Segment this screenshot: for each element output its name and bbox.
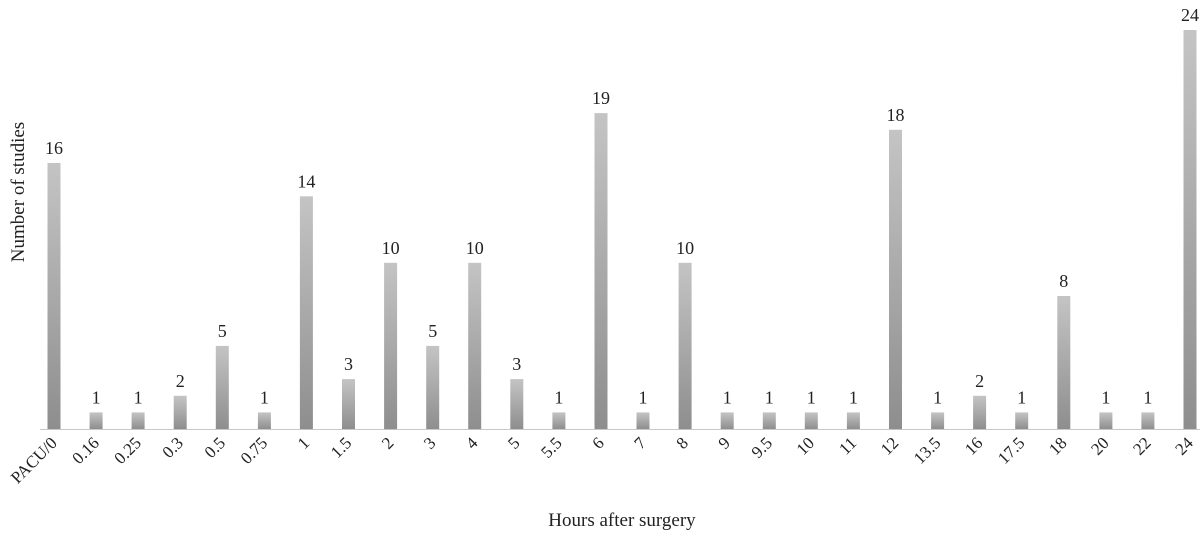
data-label: 1 [92, 387, 101, 407]
x-tick-label: 8 [672, 433, 691, 452]
bar [215, 345, 229, 429]
x-tick-label: 7 [630, 433, 650, 453]
data-label: 10 [382, 238, 400, 258]
data-label: 16 [45, 138, 63, 158]
x-tick-label: 0.25 [110, 433, 144, 467]
x-axis-label: Hours after surgery [548, 510, 696, 531]
x-tick-label: 9.5 [748, 433, 776, 461]
x-tick-label: 5.5 [537, 433, 565, 461]
x-tick-label: 17.5 [994, 433, 1028, 467]
bar [426, 345, 440, 429]
bar [973, 395, 987, 430]
bar [384, 262, 398, 430]
data-label: 1 [849, 387, 858, 407]
x-tick-label: 1.5 [327, 433, 355, 461]
data-label: 24 [1181, 5, 1199, 25]
x-tick-label: 24 [1171, 433, 1197, 459]
data-label: 3 [512, 354, 521, 374]
bar [510, 379, 524, 429]
data-label: 10 [466, 238, 484, 258]
bar [1099, 412, 1113, 429]
data-label: 5 [428, 321, 437, 341]
data-label: 14 [297, 171, 315, 191]
data-label: 5 [218, 321, 227, 341]
data-label: 1 [765, 387, 774, 407]
x-tick-label: 16 [961, 433, 986, 458]
data-label: 1 [807, 387, 816, 407]
bar [468, 262, 482, 430]
bar [720, 412, 734, 429]
x-tick-label: 5 [504, 433, 523, 452]
data-label: 1 [1143, 387, 1152, 407]
x-tick-label: 22 [1129, 433, 1154, 458]
x-tick-label: 2 [378, 433, 397, 452]
bar [1015, 412, 1029, 429]
bar [131, 412, 145, 429]
data-label: 1 [260, 387, 269, 407]
data-label: 2 [975, 371, 984, 391]
bar [804, 412, 818, 429]
x-tick-label: 4 [462, 433, 482, 453]
x-tick-label: 10 [793, 433, 818, 458]
data-label: 19 [592, 88, 610, 108]
x-tick-label: 6 [588, 433, 607, 452]
x-tick-label: 3 [420, 433, 439, 452]
bar [762, 412, 776, 429]
data-label: 1 [723, 387, 732, 407]
data-label: 1 [134, 387, 143, 407]
bar [173, 395, 187, 430]
x-tick-label: 12 [877, 433, 902, 458]
x-tick-label: 9 [715, 433, 734, 452]
x-tick-label: 11 [835, 433, 860, 458]
data-label: 2 [176, 371, 185, 391]
x-tick-label: 20 [1087, 433, 1112, 458]
data-label: 18 [887, 105, 905, 125]
data-label: 1 [639, 387, 648, 407]
bar [678, 262, 692, 430]
x-tick-label: 0.75 [237, 433, 271, 467]
bar [931, 412, 945, 429]
data-label: 10 [676, 238, 694, 258]
bar [89, 412, 103, 429]
x-tick-label: PACU/0 [7, 433, 61, 487]
data-label: 1 [554, 387, 563, 407]
bar [552, 412, 566, 429]
bar [1057, 296, 1071, 429]
data-label: 1 [1101, 387, 1110, 407]
bar [47, 163, 61, 429]
x-tick-label: 0.5 [201, 433, 229, 461]
bar [1141, 412, 1155, 429]
bar [594, 113, 608, 429]
x-tick-label: 0.16 [68, 433, 102, 467]
data-label: 1 [1017, 387, 1026, 407]
bar [342, 379, 355, 429]
x-tick-label: 0.3 [159, 433, 187, 461]
bars-group: 16PACU/010.1610.2520.350.510.7514131.510… [7, 5, 1199, 487]
x-tick-label: 13.5 [910, 433, 944, 467]
x-tick-label: 18 [1045, 433, 1070, 458]
bar [636, 412, 650, 429]
data-label: 1 [933, 387, 942, 407]
bar [257, 412, 271, 429]
y-axis-label: Number of studies [8, 122, 29, 262]
bar [846, 412, 860, 429]
x-tick-label: 1 [294, 433, 313, 452]
bar [1183, 30, 1197, 429]
data-label: 3 [344, 354, 353, 374]
data-label: 8 [1059, 271, 1068, 291]
bar [299, 196, 313, 430]
bar [889, 129, 902, 430]
